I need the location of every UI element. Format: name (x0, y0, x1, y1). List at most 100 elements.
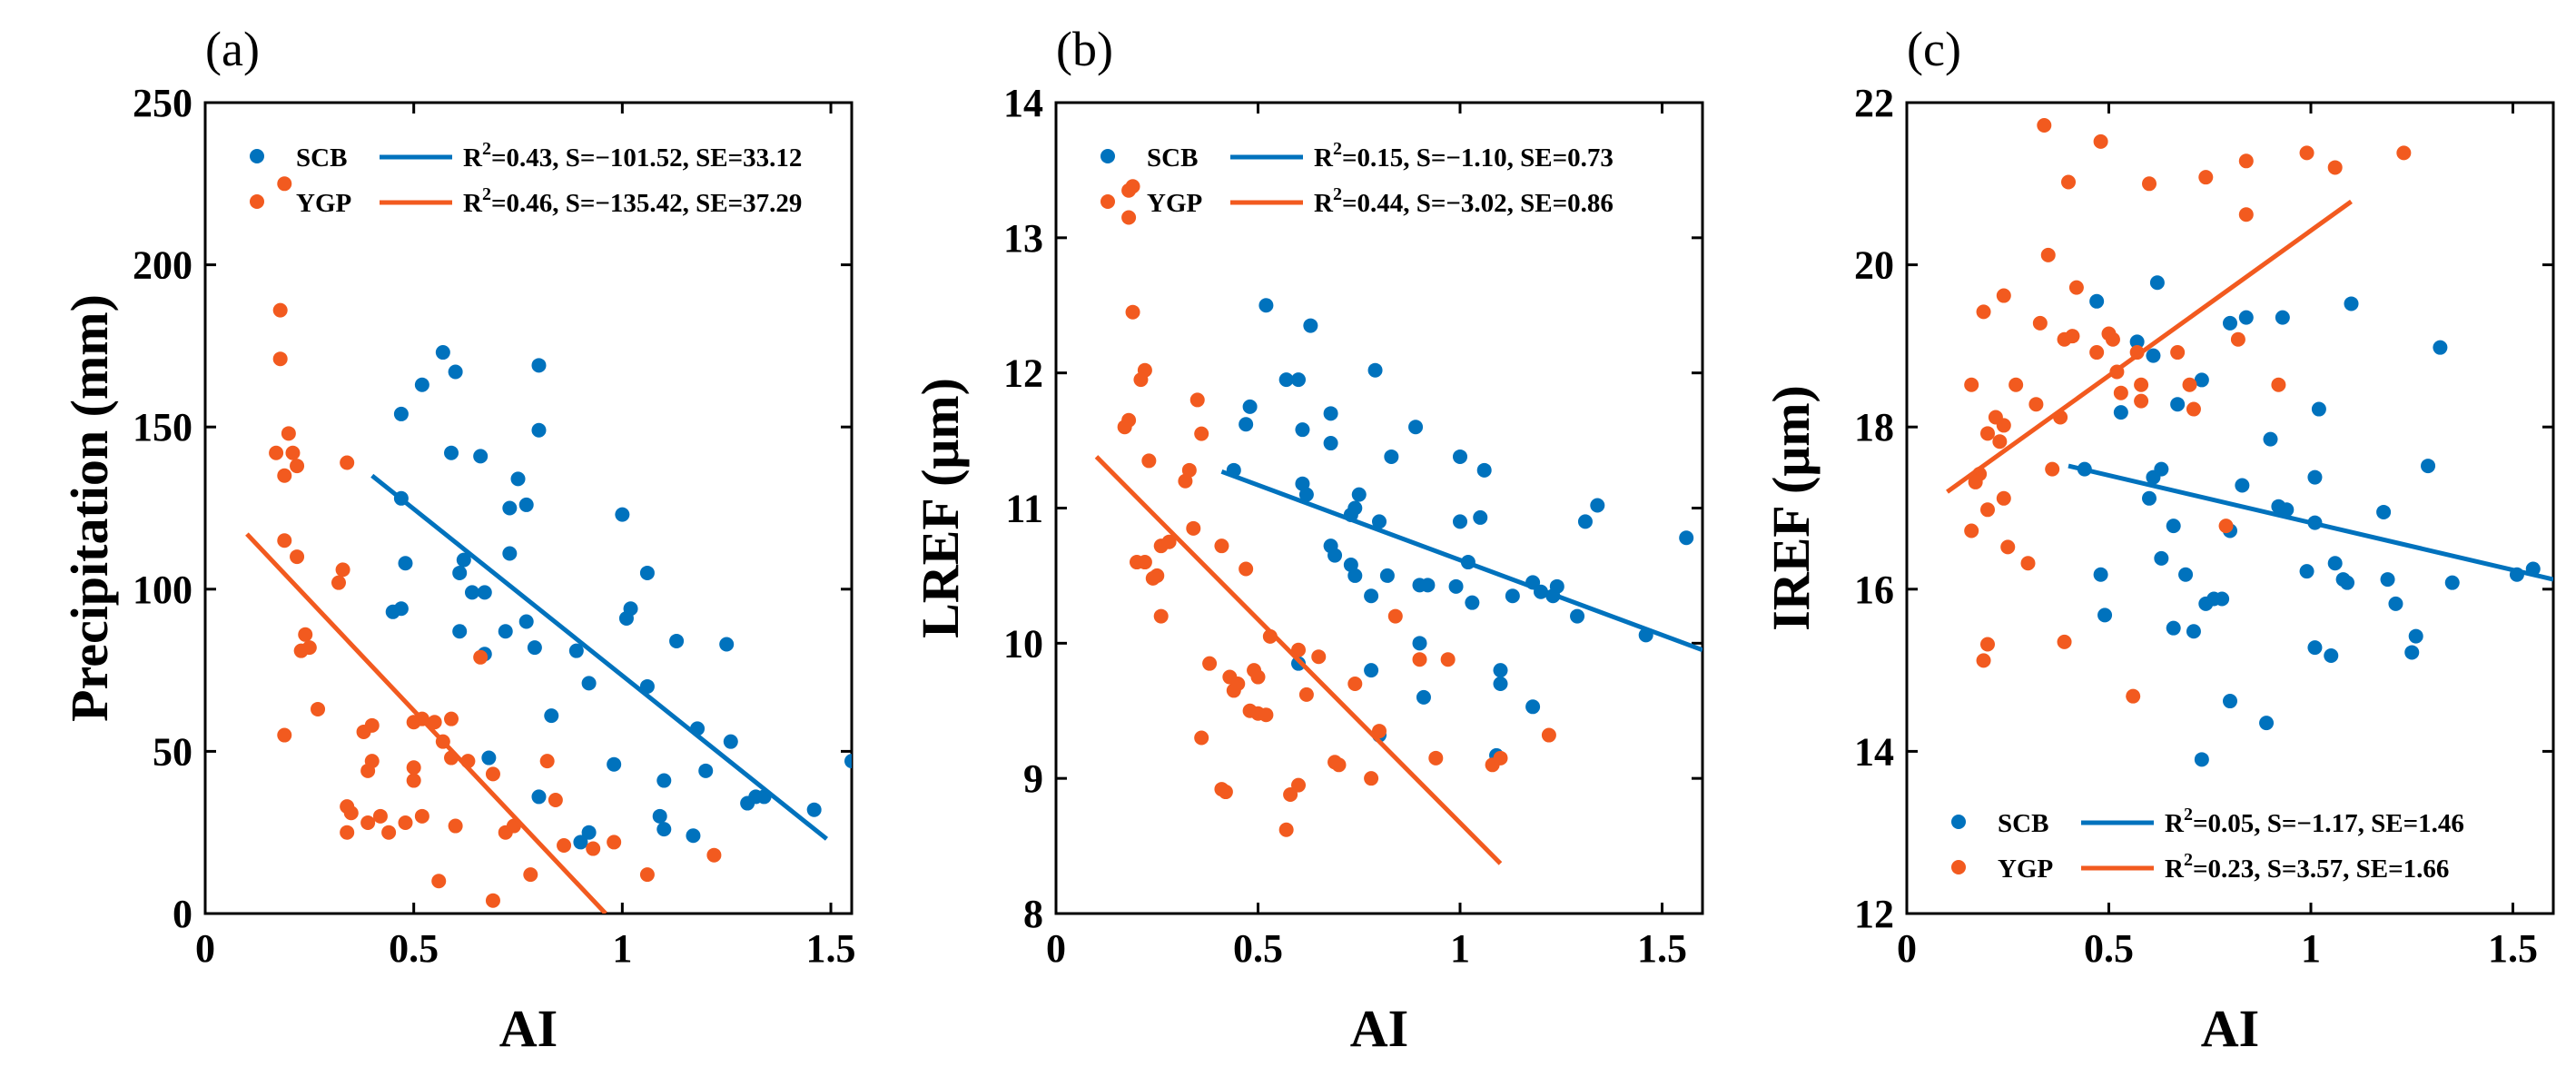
fit-line-ygp (1094, 455, 1503, 865)
data-point-scb (2263, 431, 2278, 447)
data-point-ygp (557, 837, 572, 853)
data-point-scb (531, 358, 547, 373)
data-point-ygp (290, 549, 305, 565)
data-point-scb (1303, 318, 1318, 333)
data-point-scb (573, 835, 588, 850)
data-point-ygp (2299, 145, 2314, 161)
data-point-scb (2275, 310, 2290, 325)
data-point-ygp (277, 533, 292, 548)
data-point-scb (1323, 406, 1338, 421)
data-point-ygp (406, 760, 421, 776)
plot-data (1094, 179, 1703, 865)
data-point-ygp (2061, 174, 2076, 190)
data-point-scb (2324, 648, 2339, 664)
data-point-scb (1291, 656, 1306, 671)
data-point-ygp (335, 562, 350, 578)
data-point-ygp (2028, 397, 2044, 412)
data-point-scb (2215, 591, 2230, 607)
data-point-ygp (1141, 453, 1157, 469)
data-point-scb (502, 546, 518, 561)
data-point-scb (581, 825, 597, 840)
fit-line-ygp (245, 532, 607, 914)
data-point-ygp (1541, 727, 1556, 743)
data-point-ygp (1145, 570, 1160, 586)
data-point-ygp (448, 818, 463, 834)
data-point-scb (2194, 752, 2209, 767)
data-point-ygp (1980, 426, 1995, 441)
legend-stats: R2=0.46, S=−135.42, SE=37.29 (463, 184, 802, 218)
data-point-ygp (2134, 377, 2149, 392)
data-point-ygp (2182, 377, 2197, 392)
y-tick-label: 250 (133, 81, 192, 125)
data-point-scb (2259, 716, 2275, 731)
data-point-ygp (1996, 418, 2011, 433)
legend-label: SCB (1147, 143, 1198, 173)
data-point-ygp (2396, 145, 2412, 161)
stats-values: =0.23, S=3.57, SE=1.66 (2193, 855, 2449, 884)
data-point-ygp (2218, 519, 2234, 534)
data-point-ygp (1968, 474, 1983, 489)
x-tick-label: 0.5 (389, 926, 439, 971)
x-tick-label: 0 (1897, 926, 1917, 971)
data-point-ygp (1298, 687, 1314, 702)
data-point-ygp (1161, 534, 1177, 549)
data-point-scb (2421, 459, 2436, 474)
data-point-scb (698, 763, 714, 778)
y-tick-label: 10 (1003, 621, 1043, 666)
data-point-scb (473, 449, 489, 464)
data-point-ygp (381, 825, 397, 840)
data-point-scb (669, 633, 685, 648)
data-point-scb (1384, 449, 1399, 464)
legend-marker (250, 149, 264, 163)
data-point-ygp (414, 808, 429, 824)
data-point-ygp (1493, 750, 1508, 766)
data-point-ygp (706, 847, 722, 863)
data-point-ygp (1230, 676, 1246, 691)
data-point-ygp (539, 754, 555, 769)
y-axis-label: LREF (μm) (911, 378, 970, 638)
data-point-scb (1465, 595, 1480, 610)
fit-line-scb (2068, 463, 2553, 582)
data-point-ygp (281, 426, 296, 441)
data-point-scb (652, 808, 667, 824)
data-point-scb (2307, 640, 2323, 656)
y-tick-label: 8 (1023, 892, 1043, 936)
data-point-ygp (1980, 502, 1995, 518)
data-point-ygp (272, 351, 288, 367)
data-point-ygp (2170, 345, 2186, 361)
data-point-scb (518, 614, 534, 629)
data-point-scb (719, 637, 735, 652)
data-point-ygp (639, 867, 655, 883)
plot-data (245, 176, 852, 914)
data-point-ygp (2238, 153, 2254, 169)
data-point-ygp (2068, 280, 2084, 295)
data-point-scb (568, 643, 584, 658)
data-point-ygp (1996, 288, 2011, 303)
data-point-ygp (1440, 652, 1456, 667)
stats-values: =0.43, S=−101.52, SE=33.12 (491, 143, 802, 173)
data-point-ygp (2271, 377, 2286, 392)
data-point-ygp (1428, 750, 1444, 766)
data-point-ygp (485, 766, 500, 782)
y-tick-label: 11 (1005, 487, 1043, 531)
data-point-ygp (2230, 331, 2245, 347)
data-point-ygp (523, 867, 538, 883)
data-point-scb (2089, 293, 2105, 309)
data-point-ygp (298, 627, 313, 642)
x-tick-label: 1.5 (806, 926, 856, 971)
data-point-scb (2444, 575, 2460, 590)
x-tick-label: 1.5 (2488, 926, 2538, 971)
legend-marker (1951, 860, 1966, 874)
data-point-scb (2307, 469, 2323, 485)
data-point-ygp (2093, 133, 2108, 149)
stats-r: R (2165, 809, 2185, 838)
data-point-scb (1295, 422, 1310, 438)
data-point-ygp (1125, 304, 1140, 320)
data-point-scb (2146, 348, 2161, 363)
data-point-scb (1239, 417, 1254, 432)
data-point-scb (2380, 572, 2395, 588)
stats-r: R (463, 143, 483, 173)
data-point-scb (1323, 436, 1338, 451)
